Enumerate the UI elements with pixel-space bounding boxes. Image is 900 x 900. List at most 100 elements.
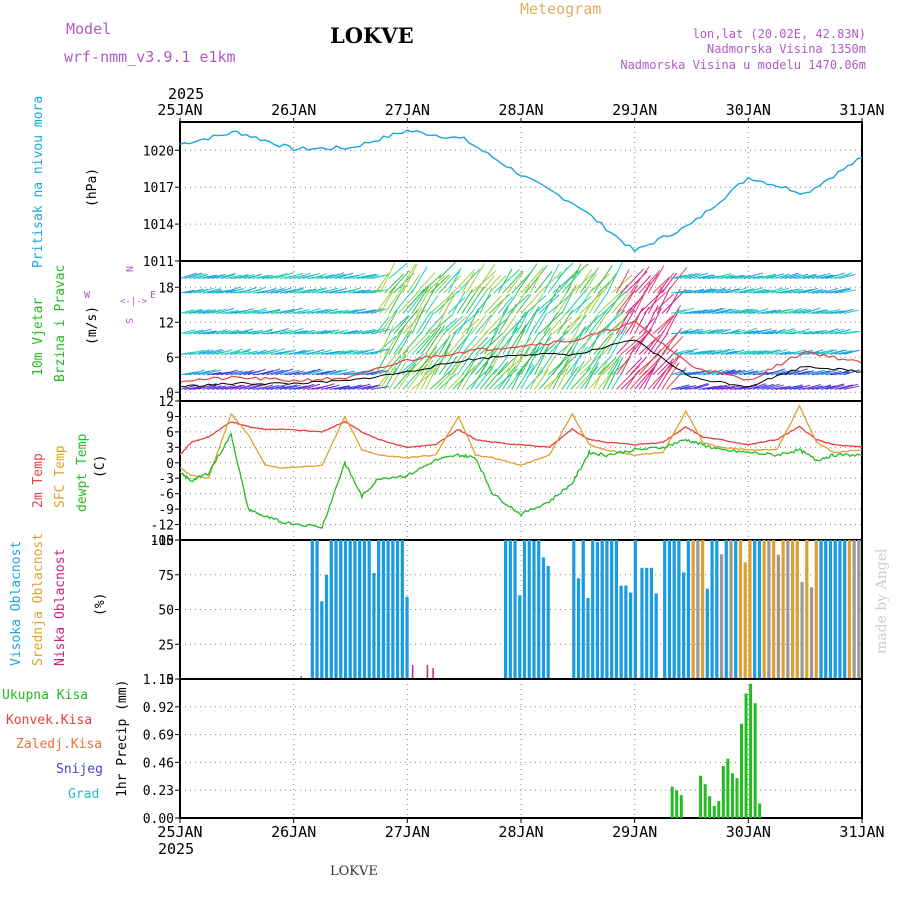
cloud-bar — [729, 540, 733, 679]
wind-barb — [193, 349, 210, 355]
cloud-bar — [833, 540, 837, 679]
cloud-bar — [358, 540, 362, 679]
wind-barb — [816, 384, 832, 390]
wind-barb — [343, 384, 362, 390]
wind-barb — [811, 289, 827, 294]
wind-barb — [693, 308, 713, 314]
wind-barb — [361, 289, 380, 294]
wind-barb — [198, 383, 217, 390]
wind-barb — [770, 328, 786, 335]
wind-barb — [325, 350, 345, 355]
precip-panel: 0.00 0.23 0.46 0.69 0.92 1.15 — [143, 673, 863, 827]
wind-barb — [402, 263, 418, 294]
wind-barb — [611, 326, 628, 355]
precip-bar — [744, 693, 748, 818]
wind-barb — [370, 274, 388, 279]
y-tick-label: 50 — [158, 604, 174, 619]
wind-barb — [707, 328, 724, 335]
wind-barb — [761, 383, 780, 390]
wind-barb — [466, 263, 485, 294]
wind-barb — [461, 318, 480, 335]
wind-barb — [675, 273, 693, 279]
wind-barb — [329, 385, 350, 390]
wind-barb — [588, 291, 603, 314]
precip-bar — [675, 790, 679, 818]
wind-barb — [275, 287, 292, 294]
x-tick-label-top: 28JAN — [498, 101, 543, 119]
y-tick-label: 18 — [158, 281, 174, 296]
wind-barb — [488, 335, 505, 355]
wind-barb — [275, 272, 295, 279]
wind-barb — [839, 330, 858, 335]
wind-barb — [429, 367, 454, 390]
y-tick-label: -12 — [151, 519, 174, 534]
wind-barb — [456, 352, 473, 376]
wind-barb — [730, 329, 746, 335]
wind-barb — [534, 369, 549, 390]
wind-barb — [357, 348, 375, 355]
cloud-bar — [581, 540, 585, 679]
wind-barb — [661, 327, 683, 355]
station-title: LOKVE — [330, 23, 414, 48]
precip-ylabel: 1hr Precip (mm) — [115, 680, 130, 797]
wind-barb — [743, 350, 762, 355]
wind-barb — [511, 284, 530, 314]
wind-barb — [252, 274, 270, 279]
wind-barb — [397, 309, 419, 335]
precip-bar — [758, 803, 762, 818]
cloud-bar-low — [432, 667, 434, 679]
wind-barb — [202, 385, 217, 390]
cloud-bar — [710, 540, 714, 679]
wind-barb — [479, 310, 496, 335]
wind-barb — [298, 383, 315, 390]
cloud-bar — [847, 540, 852, 679]
cloud-bar — [857, 540, 861, 679]
wind-barb — [248, 368, 266, 376]
y-tick-label: 0.69 — [143, 729, 174, 744]
wind-barb — [506, 349, 521, 375]
wind-barb — [620, 330, 648, 355]
wind-barb — [643, 356, 662, 376]
wind-barb — [793, 309, 812, 314]
wind-barb — [620, 345, 636, 375]
wind-barb — [257, 348, 277, 355]
wind-barb — [316, 383, 335, 390]
wind-barb — [802, 307, 821, 314]
wind-barb — [670, 309, 686, 314]
wind-barb — [379, 347, 401, 376]
wind-barb — [397, 330, 413, 355]
wind-barb — [570, 352, 583, 375]
wind-barb — [279, 288, 297, 294]
wind-barb — [525, 265, 548, 294]
wind-barb — [647, 307, 662, 335]
wind-barb — [716, 369, 736, 376]
wind-barb — [325, 272, 345, 279]
wind-barb — [202, 369, 221, 376]
cloud-bar — [614, 540, 619, 679]
x-tick-label-top: 25JAN — [157, 101, 202, 119]
cloud-bar — [757, 540, 762, 679]
wind-barb — [757, 273, 777, 279]
cloud-bar — [595, 541, 600, 679]
wind-barb — [661, 272, 677, 294]
y-tick-label: -9 — [158, 503, 174, 518]
wind-barb — [375, 335, 397, 355]
wind-barb — [416, 272, 436, 294]
wind-barb — [802, 384, 821, 390]
wind-compass-v: <-|-> — [120, 297, 148, 307]
wind-barb — [702, 385, 723, 390]
wind-barb — [348, 272, 366, 279]
wind-barb — [761, 331, 777, 335]
wind-barb — [207, 349, 224, 355]
product-title: Meteogram — [520, 0, 601, 18]
wind-barb — [343, 349, 358, 355]
wind-barb — [820, 274, 836, 279]
wind-barb — [748, 350, 767, 355]
wind-barb — [816, 274, 833, 279]
wind-barb — [447, 315, 468, 335]
wind-barb — [834, 288, 852, 294]
wind-ylabel: (m/s) — [85, 306, 100, 345]
wind-barb — [634, 353, 660, 376]
wind-barb — [730, 386, 746, 390]
wind-barb — [784, 384, 803, 390]
